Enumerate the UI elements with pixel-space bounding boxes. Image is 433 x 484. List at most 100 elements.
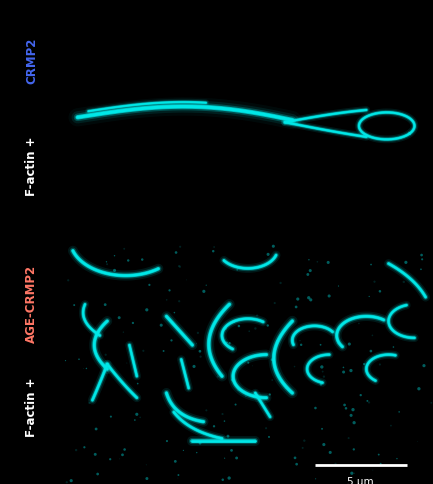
Point — [193, 340, 200, 348]
Point — [160, 347, 167, 355]
Point — [368, 261, 375, 269]
Point — [343, 405, 349, 412]
Point — [193, 449, 200, 456]
Point — [121, 245, 128, 253]
Point — [319, 368, 326, 376]
Point — [197, 348, 204, 355]
Point — [298, 341, 305, 348]
Point — [139, 256, 145, 263]
Point — [191, 363, 197, 370]
Point — [414, 438, 421, 445]
Point — [249, 362, 256, 370]
Point — [210, 423, 217, 430]
Point — [332, 460, 339, 468]
Point — [419, 256, 426, 263]
Point — [211, 243, 218, 251]
Point — [428, 399, 433, 407]
Point — [158, 321, 165, 329]
Point — [304, 271, 311, 278]
Point — [351, 469, 358, 477]
Point — [301, 437, 308, 444]
Point — [376, 361, 383, 368]
Point — [168, 336, 175, 344]
Point — [265, 433, 272, 441]
Point — [361, 360, 368, 368]
Point — [349, 406, 356, 413]
Point — [351, 419, 358, 426]
Point — [175, 471, 182, 479]
Point — [293, 303, 300, 311]
Point — [119, 451, 126, 459]
Point — [375, 451, 382, 458]
Point — [271, 299, 278, 307]
Point — [146, 281, 153, 289]
Point — [348, 411, 355, 419]
Point — [235, 386, 242, 394]
Point — [140, 347, 147, 355]
Point — [265, 251, 271, 258]
Point — [340, 363, 347, 371]
Point — [365, 398, 372, 406]
Text: CRMP2: CRMP2 — [25, 38, 38, 84]
Point — [314, 258, 321, 266]
Point — [325, 258, 332, 266]
Text: 5 μm: 5 μm — [348, 477, 374, 484]
Point — [369, 332, 376, 339]
Point — [125, 257, 132, 264]
Point — [116, 375, 123, 383]
Point — [291, 454, 298, 462]
Point — [293, 460, 300, 468]
Point — [349, 469, 355, 477]
Point — [297, 337, 304, 345]
Point — [143, 461, 150, 469]
Point — [164, 437, 171, 445]
Point — [418, 251, 425, 259]
Point — [94, 470, 101, 478]
Point — [92, 451, 99, 458]
Point — [137, 413, 144, 421]
Point — [417, 265, 424, 273]
Point — [86, 399, 93, 407]
Point — [341, 401, 348, 409]
Point — [317, 341, 324, 348]
Point — [73, 446, 80, 454]
Point — [83, 364, 90, 372]
Point — [224, 432, 231, 440]
Point — [65, 276, 72, 284]
Point — [242, 393, 249, 400]
Point — [294, 295, 301, 303]
Point — [194, 329, 201, 337]
Text: F-actin +: F-actin + — [25, 136, 38, 196]
Point — [402, 258, 409, 266]
Point — [95, 328, 102, 336]
Point — [221, 454, 228, 462]
Point — [230, 318, 237, 326]
Point — [282, 385, 289, 393]
Point — [335, 282, 342, 290]
Point — [252, 325, 259, 333]
Point — [174, 474, 181, 482]
Point — [269, 376, 276, 384]
Point — [221, 417, 228, 425]
Point — [143, 475, 150, 483]
Point — [62, 357, 69, 364]
Point — [172, 457, 179, 465]
Point — [176, 297, 183, 305]
Point — [236, 322, 242, 330]
Point — [334, 339, 341, 347]
Point — [266, 391, 273, 398]
Point — [254, 312, 261, 319]
Point — [390, 343, 397, 351]
Point — [222, 324, 229, 332]
Point — [171, 309, 178, 317]
Point — [134, 380, 141, 388]
Point — [131, 416, 138, 424]
Point — [163, 296, 170, 304]
Point — [228, 447, 235, 454]
Point — [394, 455, 401, 463]
Point — [121, 446, 128, 454]
Point — [376, 287, 383, 295]
Point — [396, 408, 403, 416]
Text: F-actin +: F-actin + — [25, 378, 38, 437]
Point — [203, 281, 210, 289]
